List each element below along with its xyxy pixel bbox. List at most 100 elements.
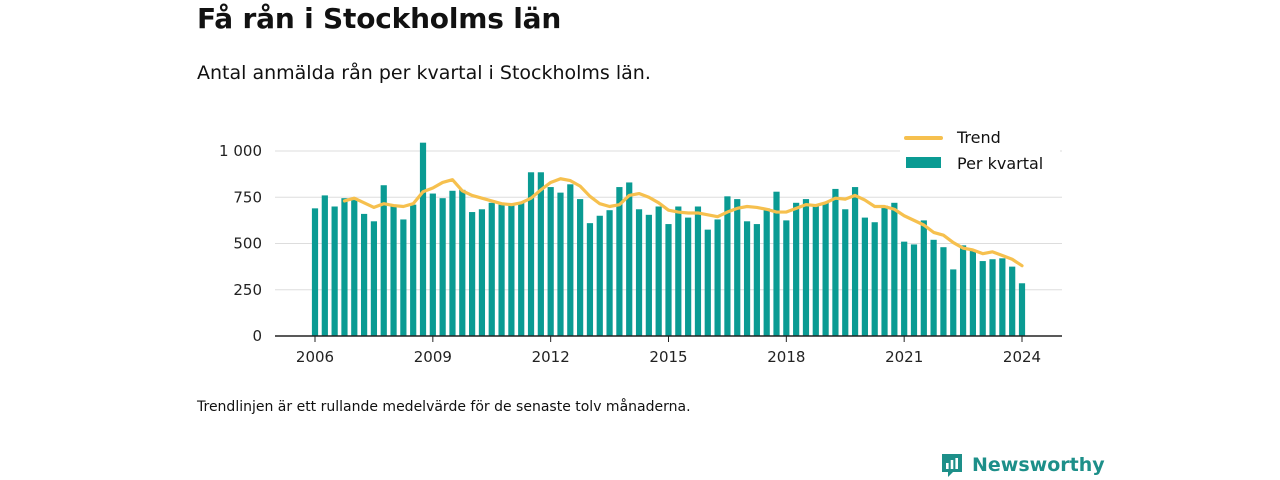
bar [419,142,427,336]
legend-background [900,124,1060,180]
bar [891,202,898,336]
bar [940,247,947,336]
bar [488,202,495,336]
bar [714,219,721,336]
bar [537,172,544,336]
bar [851,187,859,336]
bar [596,215,603,336]
bar [979,261,986,336]
bar [400,219,407,336]
robbery-chart: 0 250 500 750 1 000 2006 2009 2012 2015 2018 2021… [219,124,1062,366]
bar [586,223,594,336]
bar [616,187,623,336]
bar [361,213,368,336]
bar [390,204,397,336]
x-tick-label: 2018 [767,348,805,366]
bar [783,220,790,337]
bar [311,208,319,336]
y-tick-label: 0 [252,327,262,345]
bar [655,206,662,336]
bar [351,200,358,336]
newsworthy-logo-icon [942,454,962,477]
bar [861,217,868,336]
bar [842,209,849,336]
legend-trend-label: Trend [956,128,1001,147]
trend-line [342,177,1024,268]
bar [626,182,633,336]
bar [410,204,417,336]
bar [999,258,1006,336]
y-axis-ticks: 0 250 500 750 1 000 [219,142,262,345]
bar [832,188,839,336]
bar [793,202,800,336]
bar [812,204,819,336]
bar [429,193,436,336]
bar [547,187,554,336]
bar [645,214,652,336]
bar [930,239,937,336]
bar [969,249,976,336]
bar [881,205,888,336]
bar [459,189,466,336]
newsworthy-logo[interactable]: Newsworthy [940,452,1105,478]
bar [959,245,967,336]
chart-title: Få rån i Stockholms län [197,2,562,35]
bar [763,208,770,336]
bar [478,209,486,336]
bar [704,229,711,337]
x-tick-label: 2024 [1003,348,1041,366]
bar [606,210,613,336]
bar [557,192,564,337]
bar [321,195,328,336]
bar [508,203,515,336]
bar [734,199,741,336]
bar [527,172,535,336]
bar [724,196,731,336]
x-tick-label: 2012 [532,348,570,366]
bar [822,202,829,336]
x-tick-label: 2009 [414,348,452,366]
bar [773,191,780,336]
bar [753,224,760,336]
y-tick-label: 250 [233,281,262,299]
y-tick-label: 750 [233,188,262,206]
bar [743,221,751,336]
footnote: Trendlinjen är ett rullande medelvärde f… [197,399,691,415]
bar [518,202,525,336]
bar [370,221,378,336]
bar [802,199,810,336]
bar [577,199,584,336]
x-tick-label: 2015 [649,348,687,366]
bar [331,206,338,336]
bar [665,224,672,336]
bar [439,198,446,336]
x-tick-label: 2021 [885,348,923,366]
legend-bar-swatch [906,157,941,168]
bar [1009,266,1016,337]
bar [380,185,387,336]
bar [449,190,456,336]
x-tick-label: 2006 [296,348,334,366]
bar [920,220,927,337]
brand-name: Newsworthy [972,454,1105,476]
bar [871,222,878,336]
x-axis-ticks: 2006 2009 2012 2015 2018 2021 2024 [296,336,1041,366]
bars-per-quarter [311,142,1026,337]
bar [950,269,957,336]
bar [989,259,996,336]
y-tick-label: 1 000 [219,142,262,160]
bar [567,184,574,336]
bar [910,244,918,336]
bar [498,204,505,336]
bar [341,198,348,336]
legend-bar-label: Per kvartal [957,154,1043,173]
y-tick-label: 500 [233,235,262,253]
bar [469,212,476,336]
bar [675,206,682,336]
bar [1018,283,1026,336]
bar [685,217,692,336]
chart-subtitle: Antal anmälda rån per kvartal i Stockhol… [197,62,651,84]
bar [694,206,702,336]
bar [635,209,643,336]
legend: Trend Per kvartal [900,124,1060,180]
